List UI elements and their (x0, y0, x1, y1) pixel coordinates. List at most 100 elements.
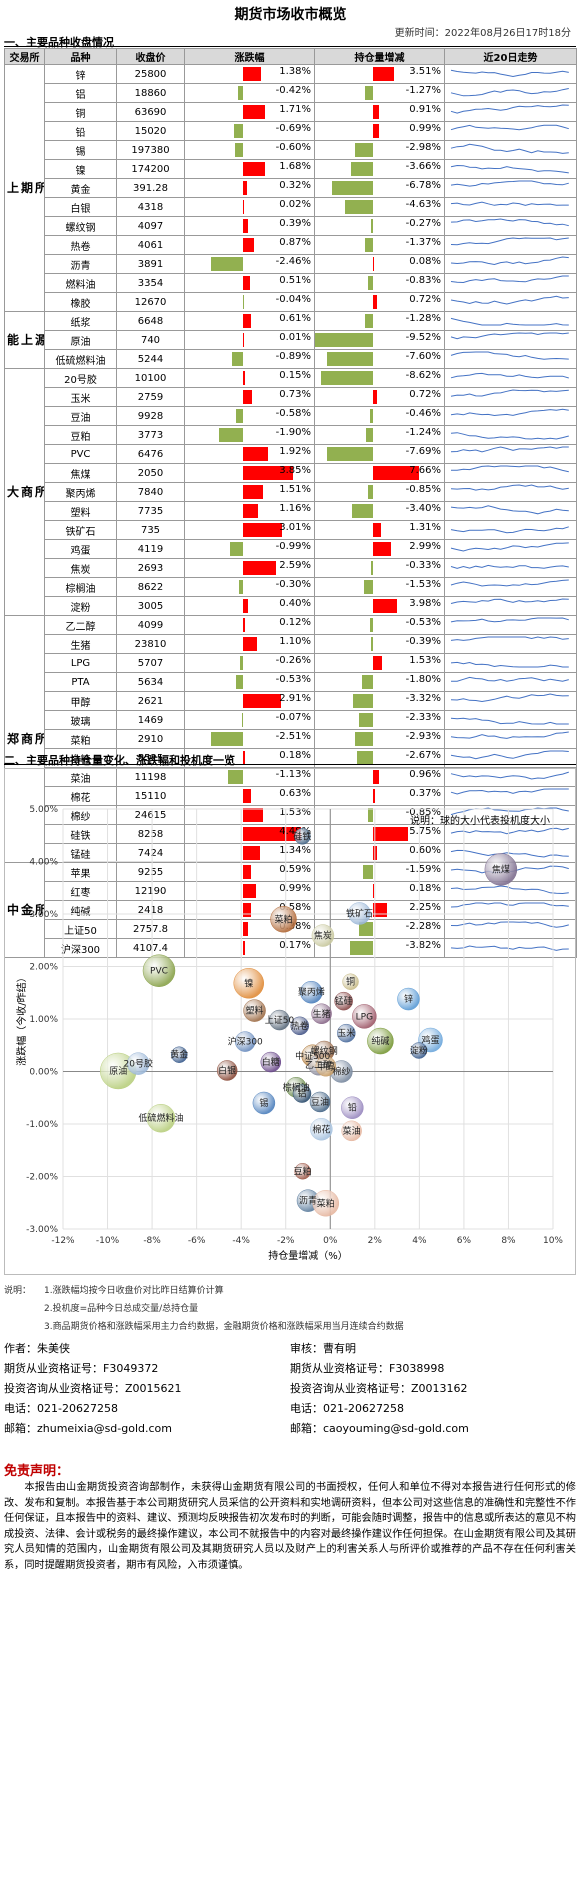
oi-change-cell-value: 1.53% (409, 655, 441, 667)
oi-change-cell: 0.99% (314, 121, 445, 142)
sparkline-cell (444, 691, 577, 712)
x-tick-label: -4% (232, 1236, 250, 1246)
change-cell-value: 0.61% (279, 313, 311, 325)
note-3: 3.商品期货价格和涨跌幅采用主力合约数据，金融期货价格和涨跌幅采用当月连续合约数… (44, 1322, 404, 1332)
oi-change-cell: 1.53% (314, 653, 445, 674)
bubble (341, 1096, 364, 1119)
oi-change-cell-value: 0.72% (409, 389, 441, 401)
sparkline-line (450, 542, 569, 552)
y-tick-label: -2.00% (26, 1173, 58, 1183)
change-cell-bar (242, 295, 244, 310)
change-cell-value: 0.01% (279, 332, 311, 344)
bubble (233, 968, 265, 999)
sparkline (450, 165, 569, 174)
bubble-label: 塑料 (246, 1005, 264, 1017)
change-cell-bar (243, 618, 245, 633)
change-cell: 0.99% (184, 881, 315, 902)
bubble (309, 1091, 331, 1113)
change-cell-value: 0.58% (279, 902, 311, 914)
change-cell: 2.91% (184, 691, 315, 712)
sparkline-line (450, 165, 569, 174)
sparkline-cell (444, 387, 577, 408)
close-price: 4061 (116, 235, 185, 256)
sparkline (450, 88, 569, 97)
sparkline-line (450, 484, 569, 492)
change-cell-value: -0.89% (275, 351, 311, 363)
note-2: 2.投机度=品种今日总成交量/总持仓量 (44, 1304, 199, 1314)
close-price: 15020 (116, 121, 185, 142)
bubble-label: 甲醇 (317, 1060, 335, 1072)
oi-change-cell-value: -2.67% (405, 750, 441, 762)
close-price: 18860 (116, 83, 185, 104)
change-cell-bar (243, 751, 246, 766)
bubble (171, 1046, 188, 1063)
commodity-name: 玉米 (44, 387, 117, 408)
bubble (270, 906, 297, 933)
oi-change-cell: -7.60% (314, 349, 445, 370)
sparkline-cell (444, 672, 577, 693)
oi-change-cell-bar (362, 675, 374, 690)
change-cell-bar (243, 314, 251, 329)
change-cell-bar (243, 694, 281, 709)
oi-change-cell-value: -7.69% (405, 446, 441, 458)
table-row: 螺纹钢 4097 0.39% -0.27% (5, 216, 577, 237)
change-cell-bar (243, 903, 251, 918)
sparkline (450, 772, 569, 780)
x-tick-label: 0% (323, 1236, 338, 1246)
oi-change-cell-bar (373, 466, 420, 481)
sparkline-line (450, 902, 569, 908)
change-cell-bar (235, 143, 244, 158)
oi-change-cell-bar (373, 295, 378, 310)
oi-change-cell-bar (371, 219, 374, 234)
oi-change-cell-value: -0.83% (405, 275, 441, 287)
sparkline (450, 636, 569, 642)
oi-change-cell-bar (350, 162, 374, 177)
oi-change-cell-bar (369, 618, 374, 633)
close-price: 7840 (116, 482, 185, 503)
sparkline (450, 125, 569, 131)
oi-change-cell-value: -1.28% (405, 313, 441, 325)
sparkline-cell (444, 292, 577, 313)
bubble (342, 973, 359, 990)
change-cell: 1.16% (184, 501, 315, 522)
change-cell-value: 0.63% (279, 788, 311, 800)
sparkline-line (450, 446, 569, 453)
reviewer-license: 期货从业资格证号：F3038998 (290, 1362, 445, 1375)
sparkline-line (450, 662, 569, 668)
author-consult-license: 投资咨询从业资格证号：Z0015621 (4, 1382, 182, 1395)
sparkline-cell (444, 235, 577, 256)
oi-change-cell: -9.52% (314, 330, 445, 351)
oi-change-cell: 0.91% (314, 102, 445, 123)
change-cell: 1.71% (184, 102, 315, 123)
change-cell: 0.51% (184, 273, 315, 294)
change-cell-value: 1.92% (279, 446, 311, 458)
author-phone: 电话：021-20627258 (4, 1402, 118, 1415)
header-price: 收盘价 (116, 47, 185, 66)
sparkline-cell (444, 577, 577, 598)
change-cell-value: -2.51% (275, 731, 311, 743)
change-cell: 0.12% (184, 615, 315, 636)
oi-change-cell-value: -0.53% (405, 617, 441, 629)
change-cell: 1.68% (184, 159, 315, 180)
change-cell-value: 0.38% (279, 921, 311, 933)
oi-change-cell-value: -3.82% (405, 940, 441, 952)
change-cell-bar (210, 732, 244, 747)
table-row: 上期所锌25800 1.38% 3.51% (4, 64, 577, 313)
oi-change-cell: 5.75% (314, 824, 445, 845)
commodity-name: 锌 (44, 64, 117, 85)
commodity-name: 黄金 (44, 178, 117, 199)
bubble-label: 硅铁 (293, 830, 311, 842)
oi-change-cell-bar (373, 884, 375, 899)
oi-change-cell-bar (373, 827, 408, 842)
change-cell-value: 2.59% (279, 560, 311, 572)
oi-change-cell-value: -1.37% (405, 237, 441, 249)
table-row: 焦炭 2693 2.59% -0.33% (5, 558, 577, 579)
change-cell-value: 4.48% (279, 826, 311, 838)
oi-change-cell-value: -1.27% (405, 85, 441, 97)
table-row: 豆油 9928 -0.58% -0.46% (5, 406, 577, 427)
author-email: 邮箱：zhumeixia@sd-gold.com (4, 1422, 172, 1435)
change-cell: 3.01% (184, 520, 315, 541)
change-cell-value: -0.58% (275, 408, 311, 420)
page-title: 期货市场收市概览 (234, 7, 347, 23)
table-header-row: 交易所 品种 收盘价 涨跌幅 持仓量增减 近20日走势 (4, 47, 577, 66)
